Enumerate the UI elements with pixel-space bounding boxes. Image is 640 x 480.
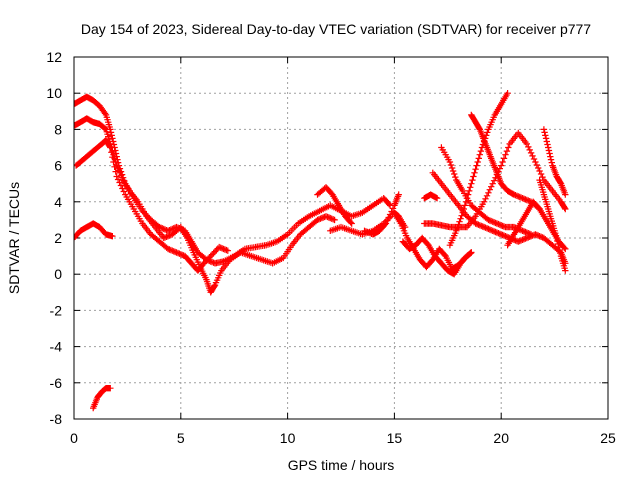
axes: 0 5 10 15 20 25 -8 -6 -4 -2 0 2 4 6 8 10 12 (46, 49, 616, 446)
data-point-markers (421, 191, 441, 202)
y-tick-label: -6 (50, 375, 63, 391)
series-track-e (399, 234, 475, 278)
data-point-markers (391, 209, 409, 231)
y-tick-label: 6 (54, 158, 62, 174)
data-point-markers (74, 115, 338, 296)
series-track-l (540, 126, 569, 198)
series-track-q (361, 191, 402, 238)
series-track-o (421, 191, 441, 202)
y-tick-label: 12 (46, 49, 62, 65)
data-point-markers (314, 184, 355, 227)
data-point-markers (399, 234, 475, 278)
data-point-markers (74, 137, 231, 274)
data-point-markers (446, 90, 511, 249)
x-tick-label: 15 (387, 430, 403, 446)
y-axis-label: SDTVAR / TECUs (6, 182, 22, 294)
grid (74, 57, 608, 419)
x-axis-label: GPS time / hours (288, 457, 395, 473)
series-track-b (74, 115, 338, 296)
chart-title: Day 154 of 2023, Sidereal Day-to-day VTE… (81, 21, 591, 37)
series-track-m (536, 176, 569, 274)
series-track-i (468, 111, 543, 213)
plot-frame (73, 56, 609, 420)
data-point-markers (74, 220, 116, 242)
y-tick-label: -2 (50, 302, 63, 318)
y-tick-label: 0 (54, 266, 62, 282)
series-short-low-left (74, 220, 116, 242)
series-layer (74, 90, 569, 412)
series-track-j (446, 90, 511, 249)
series-short-outlier (90, 385, 114, 412)
series-track-c (74, 137, 231, 274)
x-tick-label: 10 (280, 430, 296, 446)
x-tick-label: 25 (600, 430, 616, 446)
y-tick-label: 8 (54, 121, 62, 137)
y-tick-label: 4 (54, 194, 62, 210)
data-point-markers (536, 176, 569, 274)
data-point-markers (90, 385, 114, 412)
x-tick-label: 20 (493, 430, 509, 446)
x-tick-label: 0 (70, 430, 78, 446)
data-point-markers (540, 126, 569, 198)
data-point-markers (361, 191, 402, 238)
series-track-n (391, 209, 409, 231)
y-tick-label: 10 (46, 85, 62, 101)
y-tick-label: -4 (50, 339, 63, 355)
series-track-p (314, 184, 355, 227)
y-tick-label: 2 (54, 230, 62, 246)
data-point-markers (468, 111, 543, 213)
x-tick-label: 5 (177, 430, 185, 446)
y-tick-label: -8 (50, 411, 63, 427)
